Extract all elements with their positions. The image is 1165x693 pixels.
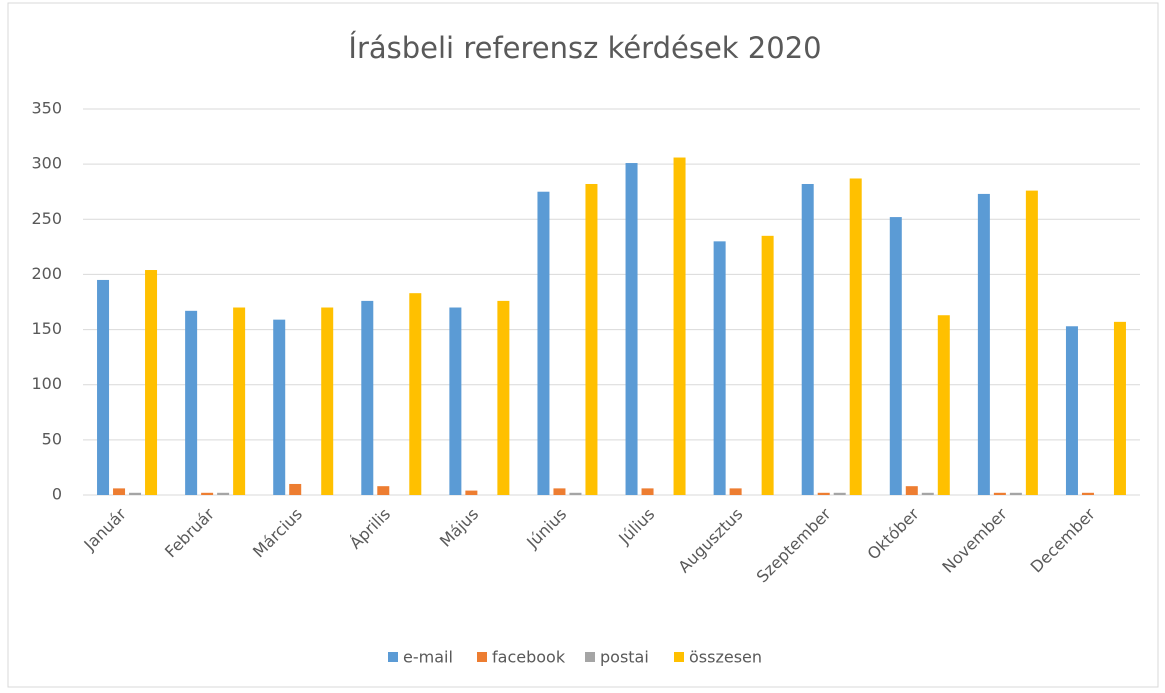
legend-swatch [585,652,595,662]
bar [849,178,862,496]
bar [937,315,950,495]
legend-label: postai [600,648,649,667]
bar [449,307,462,495]
legend-swatch [388,652,398,662]
bar [1065,326,1078,495]
bar [921,492,934,495]
bar [641,488,654,495]
bar [713,241,726,495]
bar [673,157,686,496]
chart-title: Írásbeli referensz kérdések 2020 [348,31,821,65]
bar [729,488,742,495]
bar [817,492,830,495]
y-tick-label: 150 [31,319,62,338]
bar [113,488,126,495]
bar [625,163,638,496]
bar [185,310,198,495]
bar [569,492,582,495]
legend-label: e-mail [403,648,453,667]
y-tick-label: 300 [31,154,62,173]
y-tick-label: 200 [31,264,62,283]
bar [145,270,158,495]
bar [377,486,390,495]
bar [465,490,478,495]
bar [889,217,902,495]
y-tick-label: 350 [31,99,62,118]
bar [97,279,110,495]
legend-label: összesen [689,648,762,667]
bar [233,307,246,495]
bar [1113,321,1126,495]
bar [321,307,334,495]
bar [993,492,1006,495]
bar [361,300,374,495]
bar [1081,492,1094,495]
bar [409,293,422,495]
bar [129,492,142,495]
chart-border [7,2,1159,688]
bar [553,488,566,495]
bar [761,235,774,496]
bar [1009,492,1022,495]
bar [497,300,510,495]
y-tick-label: 50 [42,429,62,448]
y-tick-label: 0 [52,485,62,504]
y-tick-label: 100 [31,374,62,393]
legend-label: facebook [492,648,566,667]
bar [273,319,286,495]
bar [585,183,598,495]
bar [201,492,214,495]
legend-swatch [674,652,684,662]
bar [905,486,918,495]
bar [833,492,846,495]
bar [289,483,302,495]
legend-swatch [477,652,487,662]
bar [977,193,990,496]
bar [1025,190,1038,495]
bar [217,492,230,495]
bar [801,183,814,495]
bar [537,191,550,495]
y-tick-label: 250 [31,209,62,228]
